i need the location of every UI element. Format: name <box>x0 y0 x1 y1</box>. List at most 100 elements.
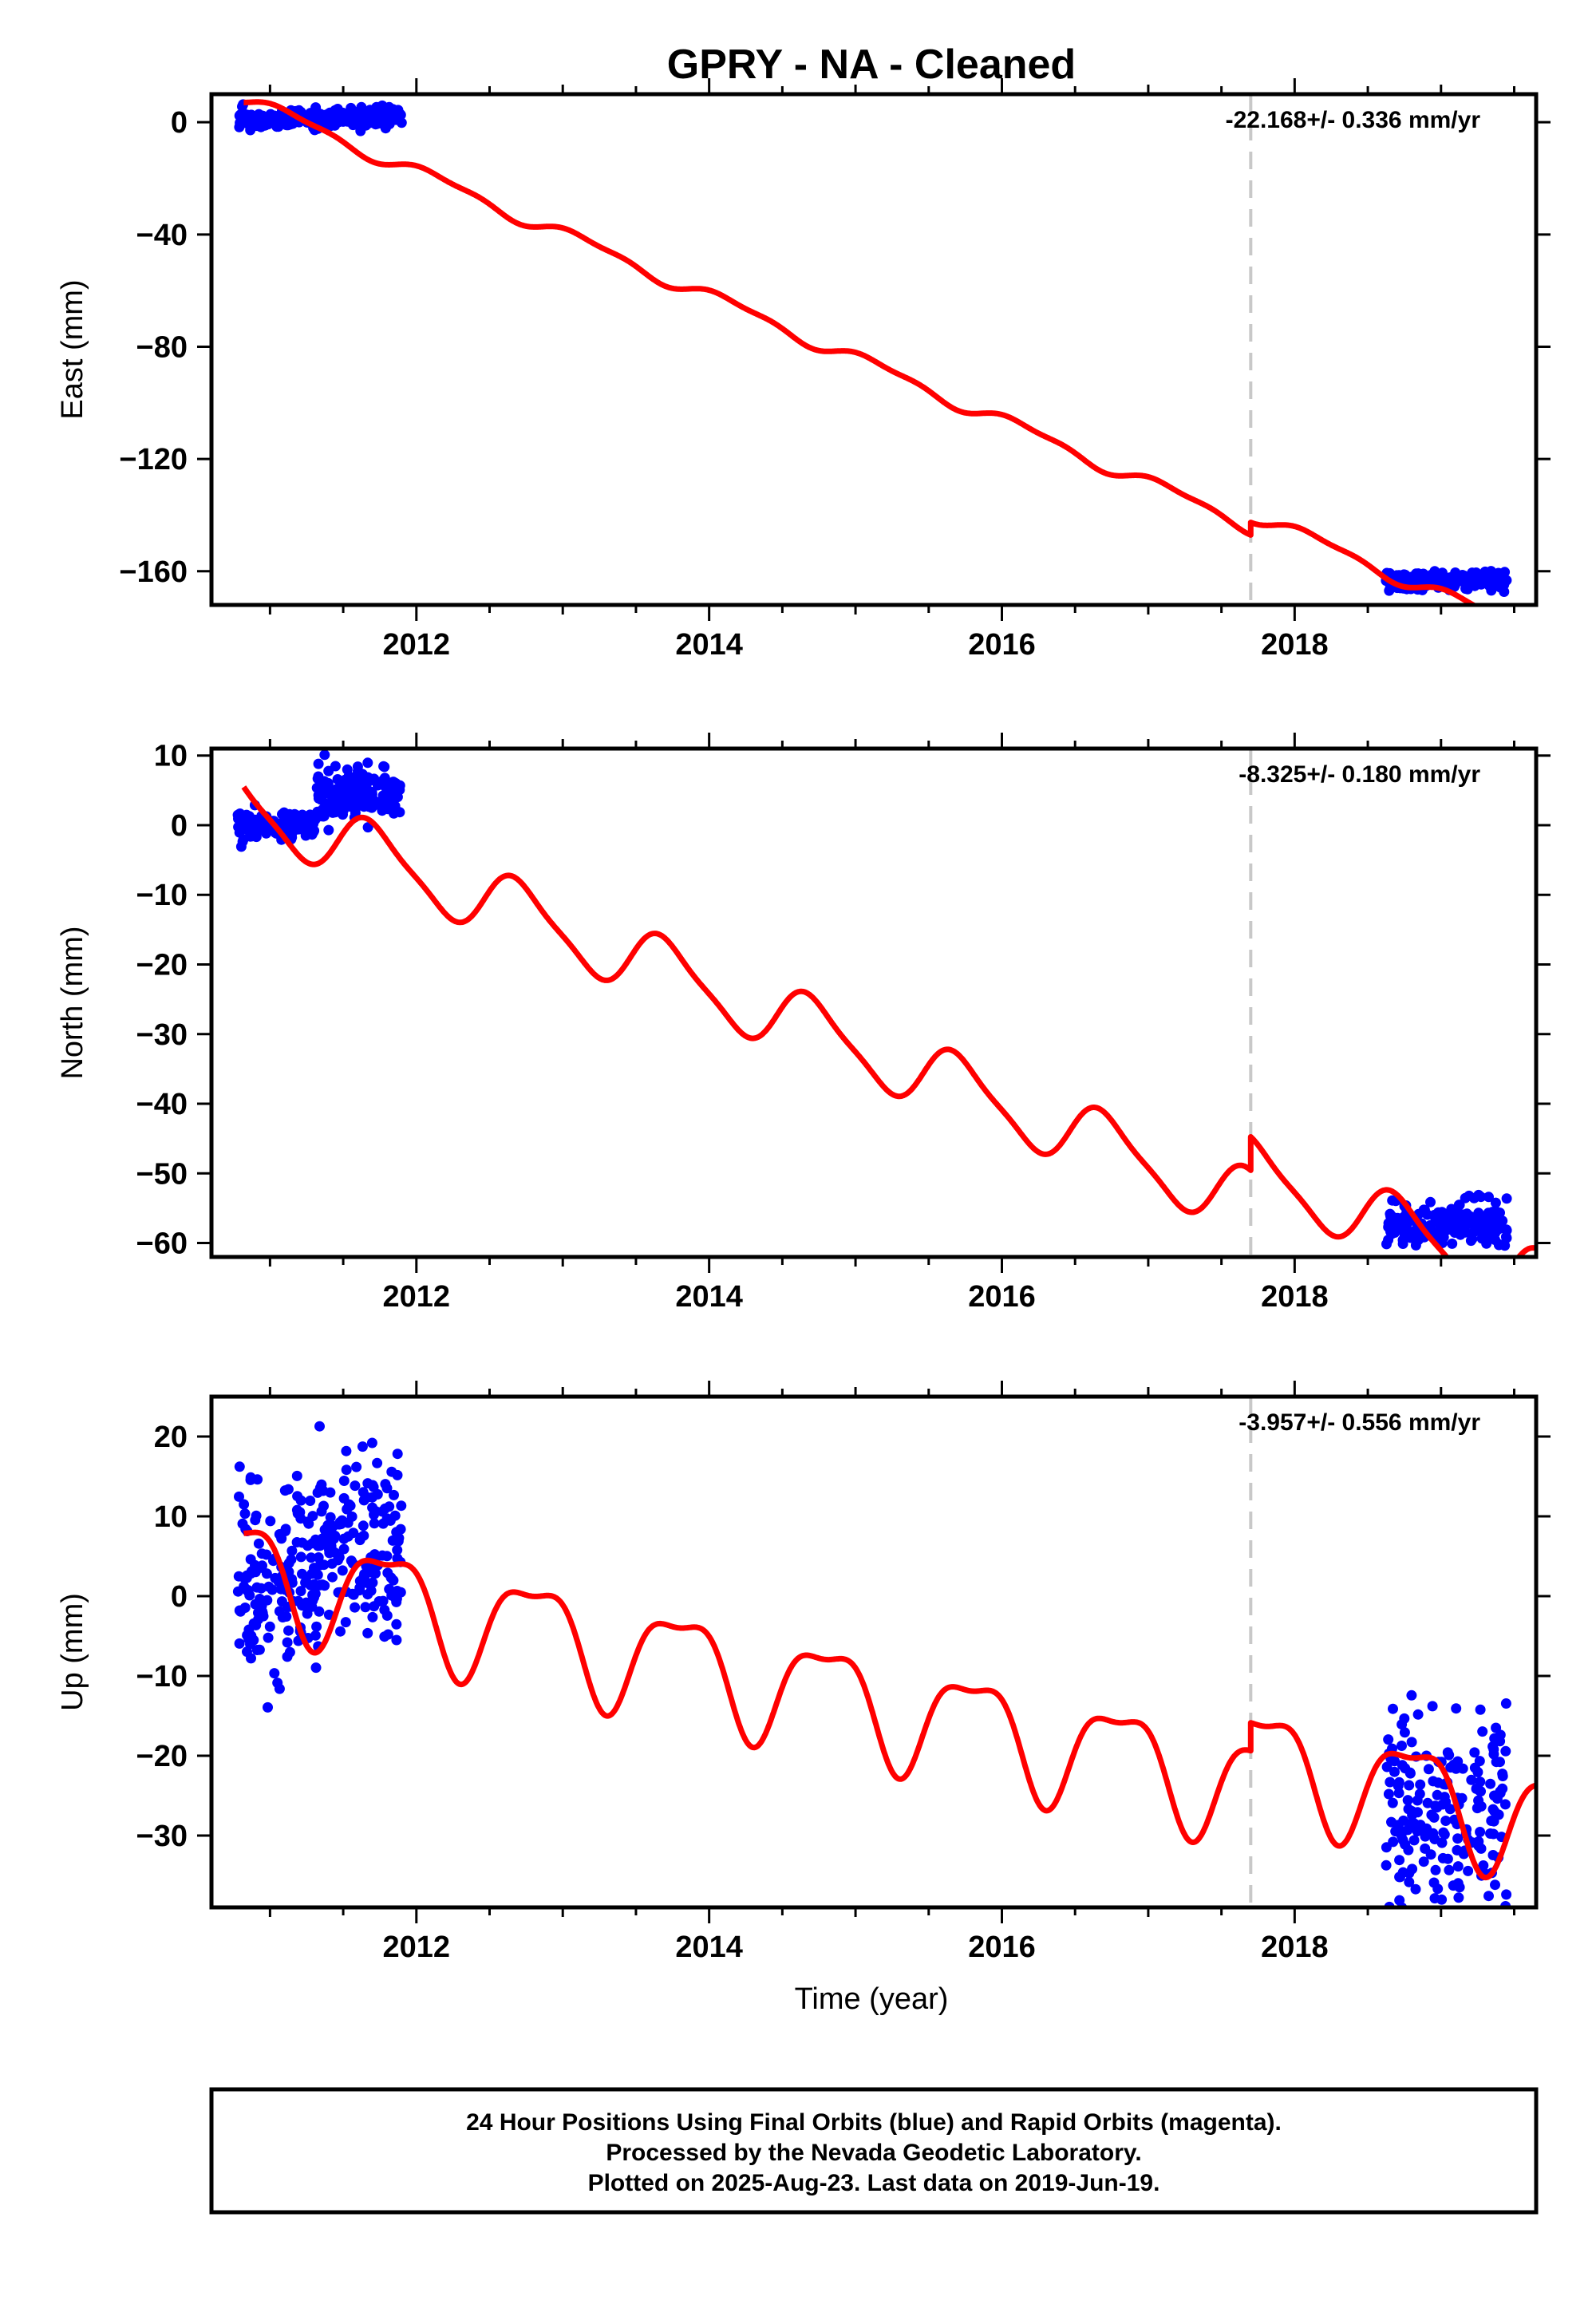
x-tick-label: 2016 <box>968 628 1036 662</box>
data-point <box>1400 1231 1412 1242</box>
footer-line-2: Processed by the Nevada Geodetic Laborat… <box>606 2140 1141 2166</box>
data-point <box>255 1594 265 1604</box>
data-point <box>367 1611 378 1622</box>
data-point <box>284 1646 295 1658</box>
data-point <box>1489 1806 1500 1816</box>
data-points-group <box>311 749 405 836</box>
footer-box: 24 Hour Positions Using Final Orbits (bl… <box>209 2087 1539 2215</box>
data-points-group <box>1381 566 1512 597</box>
y-tick-label: 10 <box>154 740 188 773</box>
data-point <box>380 1503 390 1514</box>
data-point <box>306 1552 317 1563</box>
data-point <box>1495 1786 1506 1797</box>
data-point <box>345 784 356 795</box>
data-point <box>1389 1766 1400 1777</box>
data-point <box>334 1517 346 1528</box>
data-point <box>1454 1882 1465 1893</box>
data-point <box>1501 1232 1512 1243</box>
data-point <box>1422 575 1433 587</box>
data-point <box>324 1521 334 1531</box>
data-point <box>295 1586 306 1597</box>
y-tick-label: 0 <box>171 1580 188 1614</box>
data-point <box>1442 1224 1453 1235</box>
data-point <box>1453 1199 1464 1211</box>
model-fit-line <box>241 99 1479 605</box>
data-point <box>283 1625 294 1636</box>
data-point <box>314 1421 325 1432</box>
data-point <box>314 1579 325 1591</box>
data-point <box>263 115 275 126</box>
data-point <box>367 1480 378 1491</box>
data-point <box>1474 1785 1485 1796</box>
data-point <box>391 1634 402 1646</box>
data-point <box>350 1480 361 1492</box>
data-point <box>311 1621 322 1632</box>
data-point <box>295 1551 306 1563</box>
data-point <box>377 790 389 801</box>
data-point <box>291 1470 302 1481</box>
data-point <box>1448 1932 1459 1943</box>
y-tick-label: −40 <box>136 219 188 252</box>
data-point <box>1385 1777 1396 1788</box>
data-points-group <box>312 1421 407 1652</box>
data-point <box>251 1645 263 1655</box>
data-point <box>1469 1762 1480 1773</box>
data-point <box>1404 1768 1416 1779</box>
data-point <box>358 1495 369 1506</box>
data-point <box>1444 1864 1455 1875</box>
x-tick-label: 2012 <box>383 628 451 662</box>
data-point <box>351 1461 362 1472</box>
data-point <box>1381 1761 1393 1773</box>
data-point <box>1394 1855 1405 1866</box>
y-tick-label: −60 <box>136 1227 188 1261</box>
data-point <box>282 1637 293 1648</box>
x-tick-label: 2014 <box>675 1931 743 1964</box>
data-point <box>1383 1788 1394 1800</box>
data-point <box>1452 1844 1463 1856</box>
data-point <box>1398 1815 1409 1826</box>
x-tick-label: 2018 <box>1261 1280 1329 1314</box>
data-point <box>388 1575 399 1586</box>
data-point <box>264 1621 275 1632</box>
data-point <box>247 112 258 123</box>
chart-title: GPRY - NA - Cleaned <box>667 41 1076 88</box>
data-point <box>1390 1826 1401 1837</box>
data-point <box>302 1540 313 1551</box>
data-point <box>391 1618 402 1630</box>
data-point <box>276 1596 287 1607</box>
data-point <box>1469 580 1480 591</box>
data-point <box>338 804 349 816</box>
data-point <box>1491 1757 1502 1768</box>
panel-north: 2012 2014 2016 2018 10 0 −10 −20 −30 −40 −50 −60 Nor… <box>56 733 1551 1314</box>
data-point <box>293 1595 304 1607</box>
data-point <box>244 1590 255 1601</box>
data-point <box>365 1585 377 1596</box>
y-tick-label: −40 <box>136 1088 188 1121</box>
data-point <box>1396 1741 1407 1751</box>
data-point <box>1418 1856 1429 1867</box>
data-point <box>1465 1235 1476 1247</box>
data-point <box>292 824 303 835</box>
data-point <box>1458 576 1469 587</box>
data-point <box>1483 1891 1494 1902</box>
data-points-group <box>1381 1690 1512 1943</box>
data-point <box>234 1491 244 1502</box>
data-point <box>350 1602 361 1613</box>
data-point <box>393 105 404 116</box>
data-point <box>1457 1763 1468 1774</box>
data-point <box>1499 1799 1511 1810</box>
data-point <box>292 1508 303 1519</box>
data-point <box>1420 1831 1431 1842</box>
data-point <box>1396 1760 1408 1771</box>
data-point <box>358 1487 369 1498</box>
data-point <box>1435 571 1446 582</box>
y-tick-label: −10 <box>136 1660 188 1694</box>
panels-group: 2012 2014 2016 2018 0 −40 −80 −120 −160 East (mm)… <box>56 78 1551 1964</box>
data-point <box>1453 1892 1464 1903</box>
panel-east: 2012 2014 2016 2018 0 −40 −80 −120 −160 East (mm)… <box>56 78 1551 662</box>
data-point <box>1476 1800 1487 1812</box>
y-axis-label: East (mm) <box>56 279 89 419</box>
data-point <box>337 1565 348 1576</box>
data-point <box>1388 1836 1399 1848</box>
